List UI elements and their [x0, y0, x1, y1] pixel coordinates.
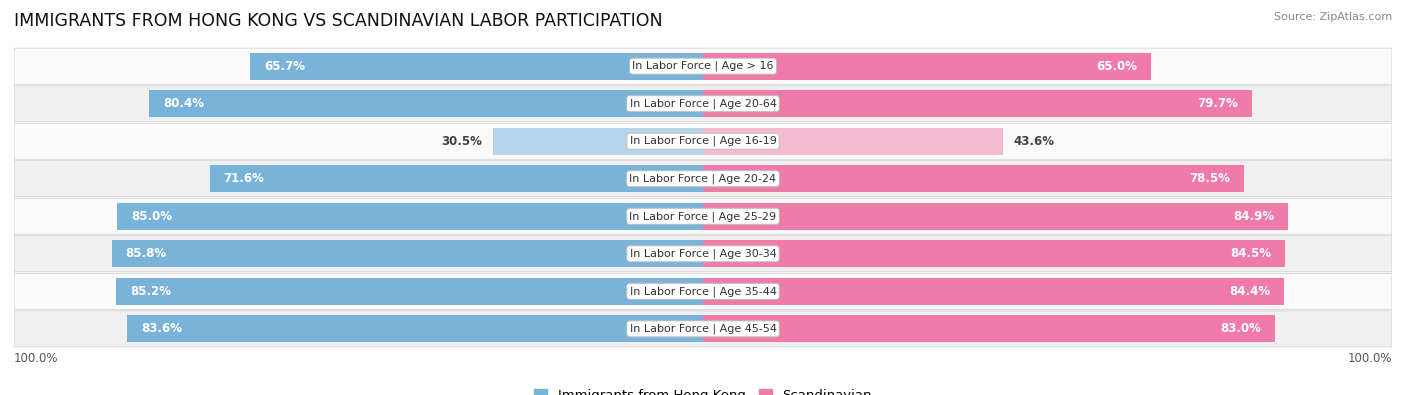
Text: In Labor Force | Age 45-54: In Labor Force | Age 45-54 — [630, 324, 776, 334]
Bar — [703, 128, 1004, 155]
Text: IMMIGRANTS FROM HONG KONG VS SCANDINAVIAN LABOR PARTICIPATION: IMMIGRANTS FROM HONG KONG VS SCANDINAVIA… — [14, 12, 662, 30]
Bar — [127, 315, 703, 342]
Text: In Labor Force | Age 20-64: In Labor Force | Age 20-64 — [630, 98, 776, 109]
Text: 78.5%: 78.5% — [1189, 172, 1230, 185]
Bar — [703, 53, 1152, 80]
Text: 65.7%: 65.7% — [264, 60, 305, 73]
Bar — [703, 203, 1288, 230]
Text: 65.0%: 65.0% — [1097, 60, 1137, 73]
Text: 85.8%: 85.8% — [125, 247, 167, 260]
Bar — [703, 240, 1285, 267]
Text: In Labor Force | Age 35-44: In Labor Force | Age 35-44 — [630, 286, 776, 297]
Text: 84.9%: 84.9% — [1233, 210, 1274, 223]
FancyBboxPatch shape — [14, 48, 1392, 84]
Bar — [703, 315, 1275, 342]
Text: In Labor Force | Age 16-19: In Labor Force | Age 16-19 — [630, 136, 776, 147]
Text: 79.7%: 79.7% — [1198, 97, 1239, 110]
Text: 84.4%: 84.4% — [1230, 285, 1271, 298]
Text: 100.0%: 100.0% — [1347, 352, 1392, 365]
Bar — [149, 90, 703, 117]
Bar — [209, 165, 703, 192]
Bar — [118, 203, 703, 230]
FancyBboxPatch shape — [14, 311, 1392, 347]
Legend: Immigrants from Hong Kong, Scandinavian: Immigrants from Hong Kong, Scandinavian — [529, 384, 877, 395]
Text: 43.6%: 43.6% — [1014, 135, 1054, 148]
Text: In Labor Force | Age 20-24: In Labor Force | Age 20-24 — [630, 173, 776, 184]
Text: 80.4%: 80.4% — [163, 97, 204, 110]
Text: 100.0%: 100.0% — [14, 352, 59, 365]
Text: Source: ZipAtlas.com: Source: ZipAtlas.com — [1274, 12, 1392, 22]
Bar — [112, 240, 703, 267]
Bar — [117, 278, 703, 305]
Text: 83.6%: 83.6% — [141, 322, 181, 335]
FancyBboxPatch shape — [14, 161, 1392, 197]
Text: In Labor Force | Age 30-34: In Labor Force | Age 30-34 — [630, 248, 776, 259]
Text: 84.5%: 84.5% — [1230, 247, 1271, 260]
Text: 71.6%: 71.6% — [224, 172, 264, 185]
Text: 85.2%: 85.2% — [129, 285, 170, 298]
Bar — [250, 53, 703, 80]
FancyBboxPatch shape — [14, 198, 1392, 234]
Bar — [494, 128, 703, 155]
Text: In Labor Force | Age > 16: In Labor Force | Age > 16 — [633, 61, 773, 71]
Bar — [703, 90, 1253, 117]
Text: 85.0%: 85.0% — [131, 210, 172, 223]
FancyBboxPatch shape — [14, 123, 1392, 159]
Text: 83.0%: 83.0% — [1220, 322, 1261, 335]
Text: In Labor Force | Age 25-29: In Labor Force | Age 25-29 — [630, 211, 776, 222]
FancyBboxPatch shape — [14, 236, 1392, 272]
Text: 30.5%: 30.5% — [441, 135, 482, 148]
FancyBboxPatch shape — [14, 273, 1392, 309]
FancyBboxPatch shape — [14, 86, 1392, 122]
Bar — [703, 278, 1285, 305]
Bar — [703, 165, 1244, 192]
